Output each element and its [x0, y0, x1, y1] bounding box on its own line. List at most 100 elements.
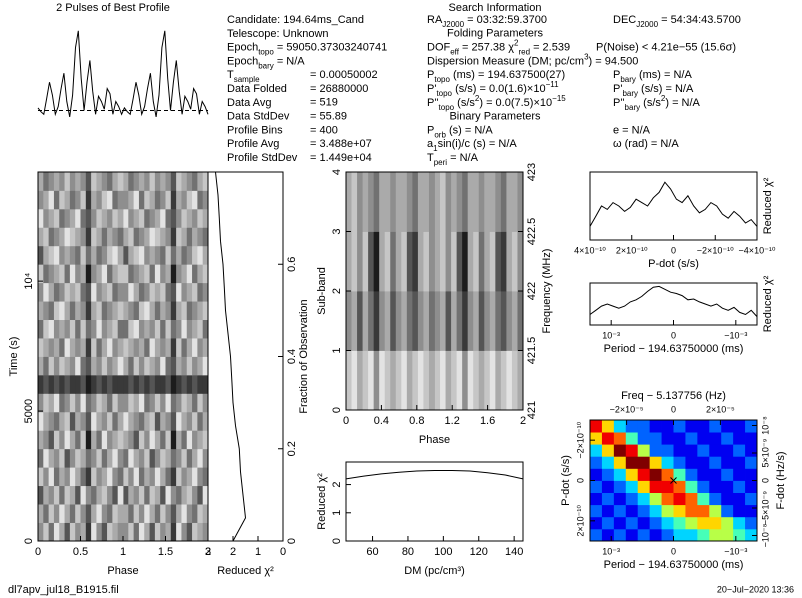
- cell: [59, 301, 65, 320]
- cell: [112, 190, 119, 210]
- cell: [745, 468, 758, 481]
- cell: [379, 291, 386, 351]
- cell: [59, 264, 65, 284]
- data-line: [589, 181, 758, 227]
- cell: [112, 374, 119, 394]
- cell: [144, 227, 150, 247]
- cell: [673, 480, 686, 493]
- x-tick-label: 0: [343, 415, 349, 427]
- cell: [117, 411, 124, 431]
- cell: [101, 374, 108, 394]
- cell: [202, 301, 209, 320]
- cell: [697, 456, 710, 469]
- cell: [64, 485, 71, 505]
- cell: [75, 264, 81, 284]
- cell: [362, 291, 369, 351]
- cell: [101, 338, 108, 357]
- cell: [202, 245, 209, 265]
- cell: [517, 350, 524, 411]
- cell: [590, 528, 603, 542]
- x-tick-label: 140: [505, 546, 523, 558]
- cell: [96, 227, 103, 247]
- cell: [423, 172, 430, 232]
- info-text: bary: [620, 75, 636, 84]
- info-text: P: [613, 69, 620, 81]
- cell: [170, 356, 177, 376]
- cell: [160, 485, 166, 505]
- cell: [123, 522, 129, 542]
- cell: [176, 338, 182, 357]
- cell: [85, 374, 92, 394]
- info-text: Data StdDev: [227, 111, 290, 123]
- cell: [160, 522, 166, 542]
- cell: [53, 264, 60, 284]
- cell: [101, 411, 108, 431]
- cell: [202, 356, 209, 376]
- cell: [75, 411, 81, 431]
- x-axis-label: Period − 194.63750000 (ms): [604, 559, 744, 571]
- x-axis-label: Period − 194.63750000 (ms): [604, 343, 744, 355]
- cell: [38, 393, 44, 413]
- y-tick-label: 1: [331, 347, 343, 353]
- cell: [64, 245, 71, 265]
- cell: [451, 172, 458, 232]
- cell: [123, 430, 129, 450]
- cell: [64, 411, 71, 431]
- info-text: P'': [613, 97, 625, 109]
- cell: [186, 227, 193, 247]
- cell: [165, 448, 172, 468]
- cell: [160, 319, 166, 339]
- info-title: Search Information: [449, 2, 542, 14]
- cell: [357, 291, 363, 351]
- cell: [101, 319, 108, 339]
- cell: [101, 172, 108, 191]
- x2-tick-label: −2×10⁻⁵: [610, 404, 644, 414]
- cell: [101, 430, 108, 450]
- cell: [445, 350, 452, 411]
- cell: [401, 291, 408, 351]
- cell: [96, 485, 103, 505]
- cell: [138, 374, 145, 394]
- cell: [590, 444, 603, 457]
- cell: [625, 516, 639, 530]
- cell: [64, 190, 71, 210]
- cell: [133, 208, 140, 228]
- cell: [133, 282, 140, 302]
- info-text: bary: [622, 89, 638, 98]
- info-line: Candidate: 194.64ms_Cand: [227, 14, 364, 26]
- y2-tick-label: 423: [526, 163, 538, 181]
- cell: [117, 430, 124, 450]
- cell: [53, 301, 60, 320]
- x-tick-label: 1: [255, 546, 261, 558]
- cell: [85, 504, 92, 523]
- cell: [123, 208, 129, 228]
- cell: [144, 338, 150, 357]
- cell: [128, 338, 135, 357]
- info-line: Profile Bins: [227, 124, 283, 136]
- cell: [59, 356, 65, 376]
- cell: [144, 319, 150, 339]
- cell: [43, 467, 50, 487]
- cell: [80, 301, 87, 320]
- cell: [181, 467, 188, 487]
- y-tick-label: 2: [331, 482, 343, 488]
- cell: [181, 172, 188, 191]
- x-tick-label: −10⁻³: [724, 546, 747, 556]
- cell: [176, 374, 182, 394]
- cell: [128, 264, 135, 284]
- cell: [649, 516, 662, 530]
- cell: [117, 485, 124, 505]
- cell: [590, 504, 603, 518]
- cell: [149, 301, 156, 320]
- cell: [80, 448, 87, 468]
- cell: [170, 393, 177, 413]
- cell: [428, 231, 435, 292]
- cell: [75, 301, 81, 320]
- y-tick-label: 5000: [23, 399, 35, 423]
- info-text: = N/A: [447, 152, 479, 164]
- cell: [107, 393, 113, 413]
- cell: [75, 522, 81, 542]
- cell: [96, 411, 103, 431]
- cell: [144, 448, 150, 468]
- y2-tick-label: −10⁻⁸: [760, 523, 770, 547]
